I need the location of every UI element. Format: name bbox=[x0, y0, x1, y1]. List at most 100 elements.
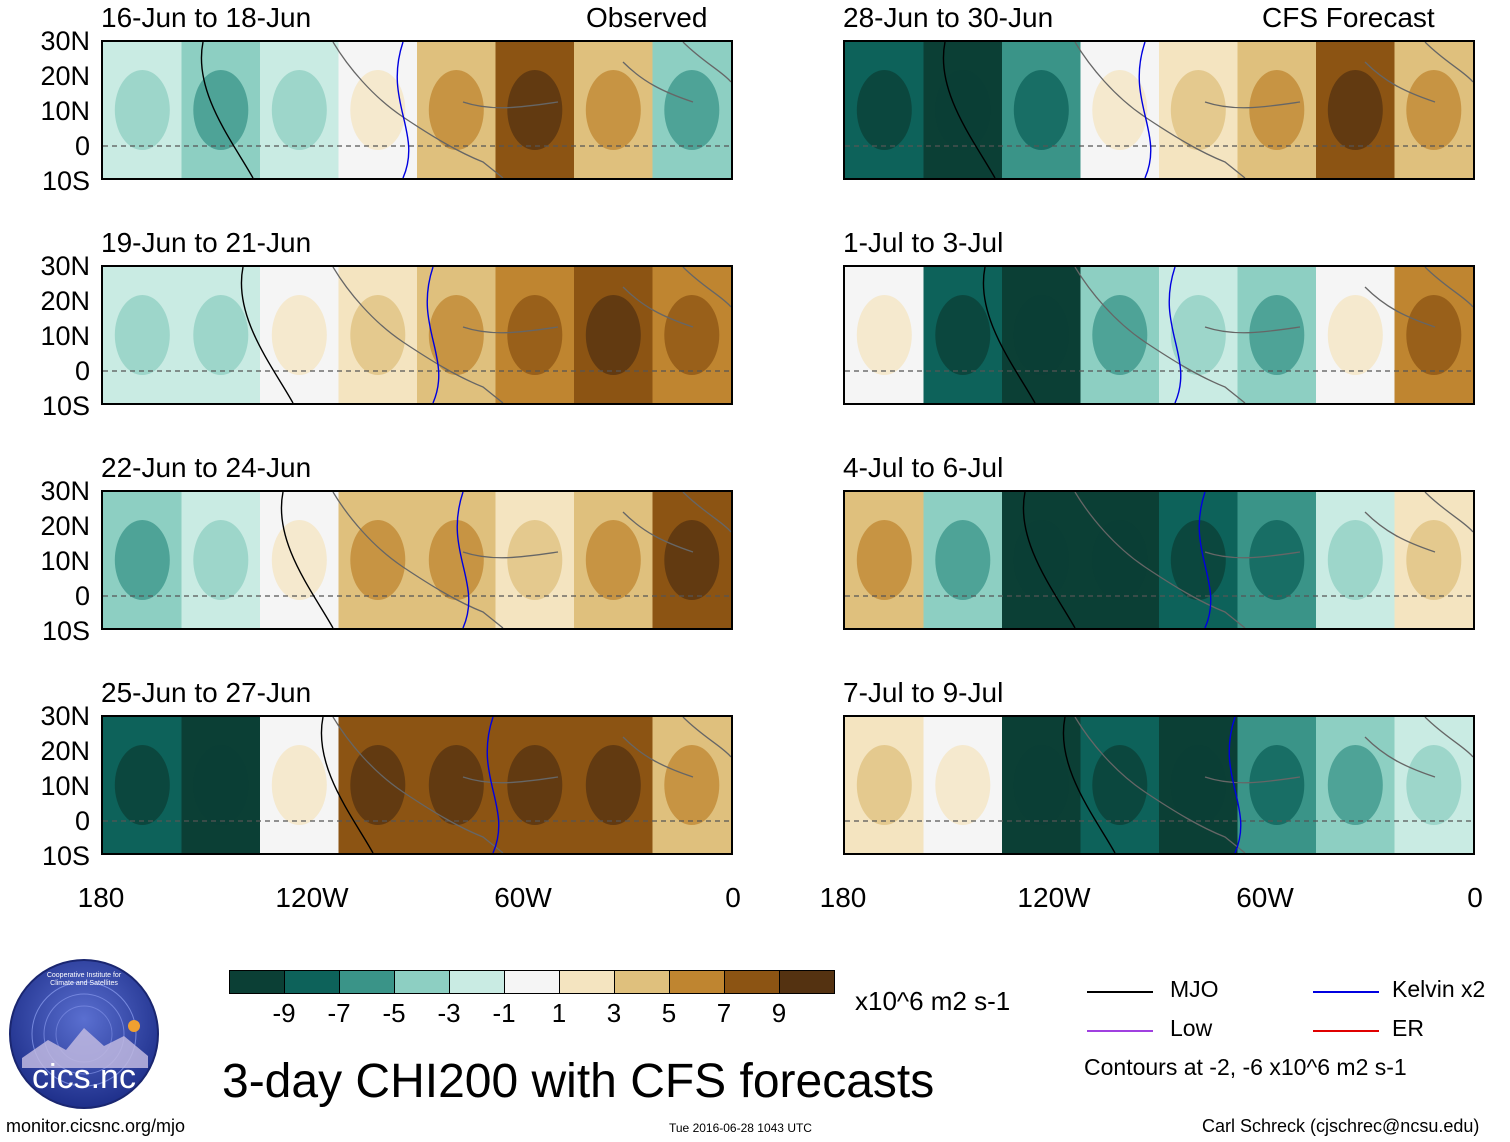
anomaly-core bbox=[114, 520, 170, 600]
lat-label-30n-4: 30N bbox=[40, 701, 90, 731]
footer-url[interactable]: monitor.cicsnc.org/mjo bbox=[6, 1116, 186, 1136]
kelvin-contour bbox=[396, 42, 410, 178]
anomaly-core bbox=[1249, 70, 1305, 150]
colorbar-tick-label: 3 bbox=[606, 998, 622, 1028]
anomaly-core bbox=[1170, 520, 1226, 600]
anomaly-core bbox=[856, 745, 912, 825]
lat-label-0-2: 0 bbox=[74, 356, 90, 386]
map-svg bbox=[103, 267, 731, 403]
anomaly-core bbox=[507, 520, 563, 600]
lat-label-0-1: 0 bbox=[74, 131, 90, 161]
anomaly-core bbox=[193, 520, 249, 600]
lon-label-180-right: 180 bbox=[819, 882, 867, 913]
lat-label-20n-3: 20N bbox=[40, 511, 90, 541]
cics-logo: Cooperative Institute for Climate and Sa… bbox=[8, 958, 160, 1110]
anomaly-core bbox=[585, 745, 641, 825]
anomaly-core bbox=[856, 520, 912, 600]
anomaly-core bbox=[1249, 745, 1305, 825]
observed-label: Observed bbox=[586, 2, 708, 33]
map-svg bbox=[845, 267, 1473, 403]
map-panel-left-1 bbox=[101, 40, 733, 180]
anomaly-core bbox=[1327, 745, 1383, 825]
anomaly-core bbox=[935, 295, 991, 375]
lon-label-0-right: 0 bbox=[1467, 882, 1483, 913]
map-panel-left-4 bbox=[101, 715, 733, 855]
lat-label-20n-2: 20N bbox=[40, 286, 90, 316]
lat-label-10n-3: 10N bbox=[40, 546, 90, 576]
colorbar-swatch bbox=[614, 970, 670, 994]
anomaly-core bbox=[1170, 745, 1226, 825]
anomaly-core bbox=[935, 520, 991, 600]
colorbar-swatch bbox=[669, 970, 725, 994]
coastline bbox=[1074, 492, 1473, 628]
lat-label-30n-2: 30N bbox=[40, 251, 90, 281]
lat-label-30n-3: 30N bbox=[40, 476, 90, 506]
coastline bbox=[1074, 717, 1473, 853]
lat-label-10s-1: 10S bbox=[41, 166, 90, 196]
anomaly-core bbox=[1327, 295, 1383, 375]
colorbar-tick-label: -3 bbox=[437, 998, 461, 1028]
colorbar-tick-label: 5 bbox=[661, 998, 677, 1028]
anomaly-core bbox=[1327, 70, 1383, 150]
mjo-contour bbox=[1062, 717, 1116, 853]
anomaly-core bbox=[1406, 295, 1462, 375]
anomaly-core bbox=[1092, 295, 1148, 375]
coastline bbox=[332, 717, 731, 853]
anomaly-core bbox=[193, 70, 249, 150]
anomaly-core bbox=[585, 295, 641, 375]
anomaly-core bbox=[1249, 295, 1305, 375]
coastline bbox=[332, 267, 731, 403]
map-svg bbox=[103, 42, 731, 178]
anomaly-core bbox=[1092, 70, 1148, 150]
anomaly-core bbox=[664, 520, 720, 600]
colorbar-swatch bbox=[779, 970, 835, 994]
map-svg bbox=[845, 492, 1473, 628]
kelvin-contour bbox=[1228, 717, 1242, 853]
mjo-contour bbox=[280, 492, 334, 628]
anomaly-core bbox=[1013, 70, 1069, 150]
contour-note: Contours at -2, -6 x10^6 m2 s-1 bbox=[1084, 1054, 1407, 1080]
mjo-contour bbox=[240, 267, 294, 403]
anomaly-core bbox=[114, 295, 170, 375]
colorbar-swatch bbox=[724, 970, 780, 994]
anomaly-core bbox=[428, 520, 484, 600]
anomaly-core bbox=[856, 295, 912, 375]
colorbar-tick-label: 9 bbox=[771, 998, 787, 1028]
figure-title: 3-day CHI200 with CFS forecasts bbox=[222, 1055, 935, 1108]
anomaly-core bbox=[1406, 70, 1462, 150]
colorbar-swatch bbox=[339, 970, 395, 994]
anomaly-core bbox=[1170, 295, 1226, 375]
anomaly-core bbox=[1092, 520, 1148, 600]
colorbar-tick-label: 7 bbox=[716, 998, 732, 1028]
panel-title-left-2: 19-Jun to 21-Jun bbox=[101, 227, 312, 258]
anomaly-core bbox=[1406, 520, 1462, 600]
anomaly-core bbox=[271, 745, 327, 825]
panel-title-right-1: 28-Jun to 30-Jun bbox=[843, 2, 1054, 33]
map-svg bbox=[845, 42, 1473, 178]
anomaly-core bbox=[271, 70, 327, 150]
legend-label-kelvin: Kelvin x2 bbox=[1392, 976, 1486, 1002]
map-panel-left-3 bbox=[101, 490, 733, 630]
anomaly-core bbox=[507, 70, 563, 150]
anomaly-core bbox=[350, 70, 406, 150]
colorbar-swatch bbox=[394, 970, 450, 994]
map-panel-right-1 bbox=[843, 40, 1475, 180]
anomaly-core bbox=[1170, 70, 1226, 150]
lat-label-10n-4: 10N bbox=[40, 771, 90, 801]
lat-label-10n-1: 10N bbox=[40, 96, 90, 126]
lat-label-10s-2: 10S bbox=[41, 391, 90, 421]
anomaly-core bbox=[1013, 520, 1069, 600]
mjo-contour bbox=[982, 267, 1036, 403]
legend-line-mjo bbox=[1087, 991, 1153, 993]
forecast-label: CFS Forecast bbox=[1262, 2, 1435, 33]
mjo-contour bbox=[200, 42, 254, 178]
map-panel-right-4 bbox=[843, 715, 1475, 855]
lat-label-10s-3: 10S bbox=[41, 616, 90, 646]
legend-line-kelvin bbox=[1313, 991, 1379, 993]
anomaly-core bbox=[664, 295, 720, 375]
anomaly-core bbox=[585, 70, 641, 150]
colorbar-swatch bbox=[229, 970, 285, 994]
kelvin-contour bbox=[1198, 492, 1212, 628]
anomaly-core bbox=[1327, 520, 1383, 600]
anomaly-core bbox=[507, 745, 563, 825]
